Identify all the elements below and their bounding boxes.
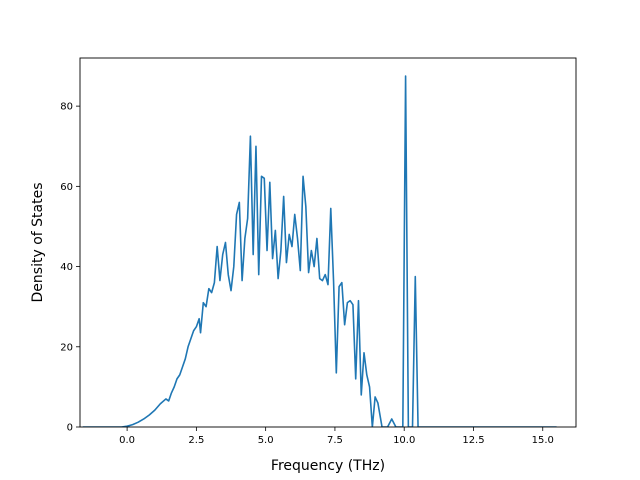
axes-layer: 0.0 2.5 5.0 7.5 10.0 12.5 15.0 0 20 40 60 80 xyxy=(60,57,577,446)
x-tick-label: 0.0 xyxy=(119,435,135,446)
y-tick-label: 40 xyxy=(60,262,73,273)
x-tick-label: 5.0 xyxy=(258,435,274,446)
plot-layer xyxy=(82,75,557,427)
y-tick-label: 60 xyxy=(60,182,73,193)
axes-frame xyxy=(79,57,577,428)
y-axis-label: Density of States xyxy=(30,183,46,303)
dos-series-line-0 xyxy=(82,75,557,427)
x-tick-label: 7.5 xyxy=(327,435,343,446)
x-tick-label: 2.5 xyxy=(188,435,204,446)
y-tick-label: 0 xyxy=(67,423,73,434)
x-tick-label: 12.5 xyxy=(462,435,484,446)
x-axis-label: Frequency (THz) xyxy=(271,458,385,474)
y-tick-label: 80 xyxy=(60,102,73,113)
x-tick-label: 15.0 xyxy=(532,435,554,446)
x-tick-label: 10.0 xyxy=(393,435,415,446)
y-tick-label: 20 xyxy=(60,342,73,353)
